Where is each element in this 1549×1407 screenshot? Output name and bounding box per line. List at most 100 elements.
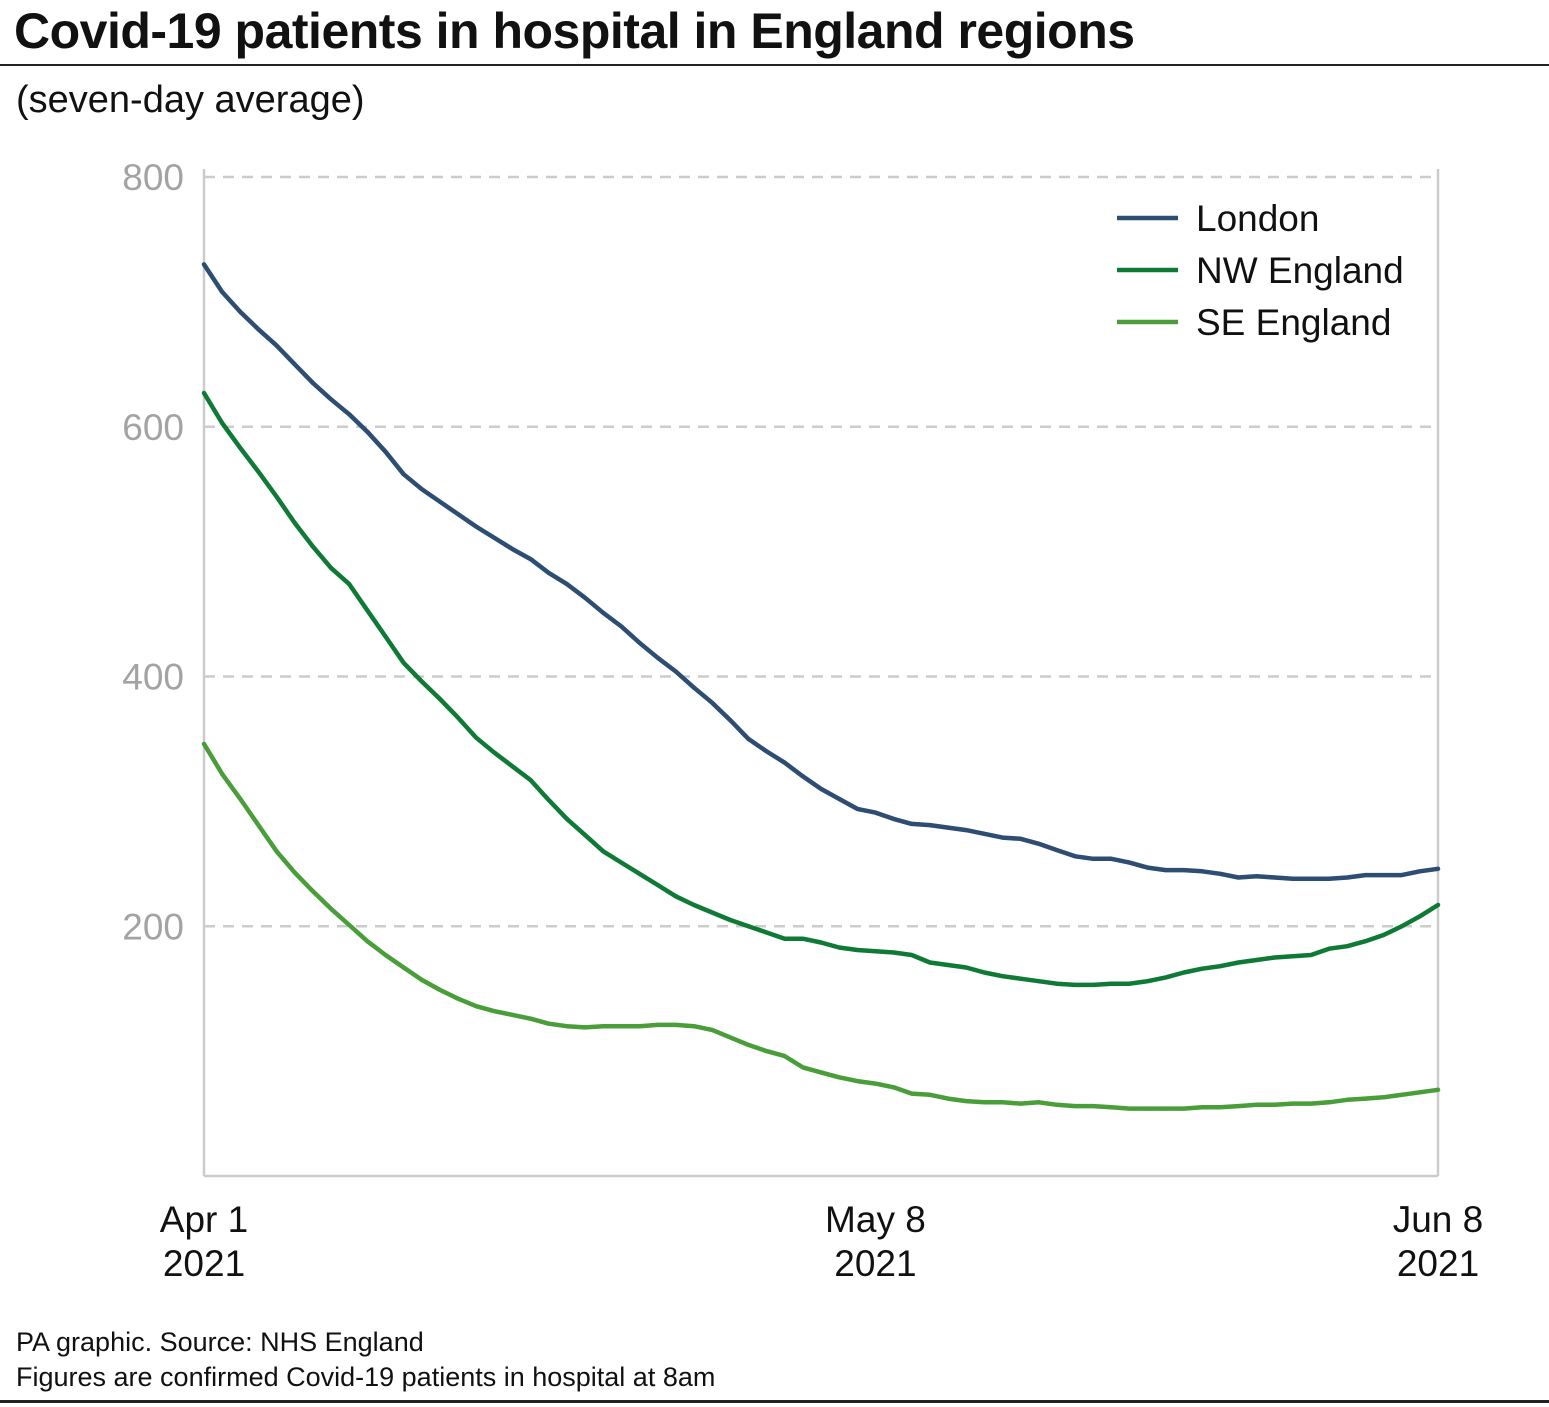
data-point	[1163, 975, 1168, 980]
data-point	[401, 660, 406, 665]
data-point	[1200, 869, 1205, 874]
data-point	[1127, 1106, 1132, 1111]
data-point	[419, 487, 424, 492]
series-points-nw-england	[202, 391, 1440, 987]
data-point	[1272, 1102, 1277, 1107]
x-tick-label-year: 2021	[163, 1243, 245, 1284]
data-point	[637, 1024, 642, 1029]
data-point	[1000, 835, 1005, 840]
data-point	[746, 736, 751, 741]
data-point	[202, 391, 206, 396]
data-point	[437, 696, 442, 701]
data-point	[1181, 868, 1186, 873]
x-tick-label-month: Jun 8	[1393, 1199, 1484, 1240]
data-point	[837, 796, 842, 801]
data-point	[837, 1075, 842, 1080]
source-note: PA graphic. Source: NHS England	[16, 1327, 424, 1357]
data-point	[1436, 1087, 1440, 1092]
data-point	[1254, 874, 1259, 879]
data-point	[909, 952, 914, 957]
data-point	[655, 655, 660, 660]
title-divider	[0, 64, 1549, 66]
data-point	[655, 1022, 660, 1027]
data-point	[510, 1012, 515, 1017]
data-point	[1127, 860, 1132, 865]
data-point	[329, 906, 334, 911]
data-point	[329, 565, 334, 570]
data-point	[1073, 854, 1078, 859]
data-point	[927, 960, 932, 965]
legend-label: NW England	[1196, 250, 1404, 291]
data-point	[510, 547, 515, 552]
data-point	[546, 570, 551, 575]
data-point	[383, 634, 388, 639]
data-point	[637, 640, 642, 645]
legend-item-nw-england: NW England	[1117, 250, 1404, 291]
data-point	[583, 833, 588, 838]
data-point	[1290, 954, 1295, 959]
data-point	[256, 469, 261, 474]
data-point	[1417, 914, 1422, 919]
data-point	[1200, 966, 1205, 971]
data-point	[401, 472, 406, 477]
data-point	[1163, 1106, 1168, 1111]
data-point	[1145, 865, 1150, 870]
data-point	[256, 823, 261, 828]
data-point	[437, 987, 442, 992]
data-point	[528, 557, 533, 562]
data-point	[1399, 1092, 1404, 1097]
data-point	[202, 741, 206, 746]
data-point	[1054, 848, 1059, 853]
data-point	[1036, 841, 1041, 846]
data-point	[782, 936, 787, 941]
data-point	[764, 1049, 769, 1054]
data-point	[819, 1070, 823, 1075]
data-point	[274, 343, 279, 348]
data-point	[310, 381, 315, 386]
series-lines	[201, 262, 1441, 1111]
legend-item-se-england: SE England	[1117, 302, 1391, 343]
data-point	[1145, 1106, 1150, 1111]
y-tick-label-800: 800	[122, 157, 184, 198]
data-point	[419, 679, 424, 684]
data-point	[710, 700, 715, 705]
data-point	[1363, 1096, 1368, 1101]
data-point	[546, 1021, 551, 1026]
data-point	[1381, 932, 1386, 937]
data-point	[1272, 875, 1277, 880]
data-point	[782, 760, 787, 765]
data-point	[619, 860, 624, 865]
data-point	[1145, 979, 1150, 984]
data-point	[1181, 1106, 1186, 1111]
data-point	[1417, 869, 1422, 874]
data-point	[492, 1009, 497, 1014]
data-point	[873, 949, 878, 954]
data-point	[855, 1079, 860, 1084]
data-point	[510, 764, 515, 769]
data-point	[1127, 981, 1132, 986]
data-point	[800, 774, 805, 779]
data-point	[764, 749, 769, 754]
data-point	[982, 831, 987, 836]
data-point	[946, 962, 951, 967]
data-point	[1290, 1101, 1295, 1106]
data-point	[873, 810, 878, 815]
data-point	[474, 524, 479, 529]
data-point	[982, 970, 987, 975]
data-point	[728, 1035, 733, 1040]
data-point	[583, 1025, 588, 1030]
x-tick-label-month: Apr 1	[160, 1199, 248, 1240]
data-point	[1200, 1105, 1205, 1110]
x-tick-label-month: May 8	[825, 1199, 926, 1240]
data-point	[310, 889, 315, 894]
data-point	[329, 397, 334, 402]
data-point	[1345, 875, 1350, 880]
data-point	[1290, 876, 1295, 881]
data-point	[292, 870, 297, 875]
data-point	[1018, 1101, 1023, 1106]
legend: London NW England SE England	[1117, 198, 1404, 343]
data-point	[1345, 1097, 1350, 1102]
data-point	[1000, 974, 1005, 979]
